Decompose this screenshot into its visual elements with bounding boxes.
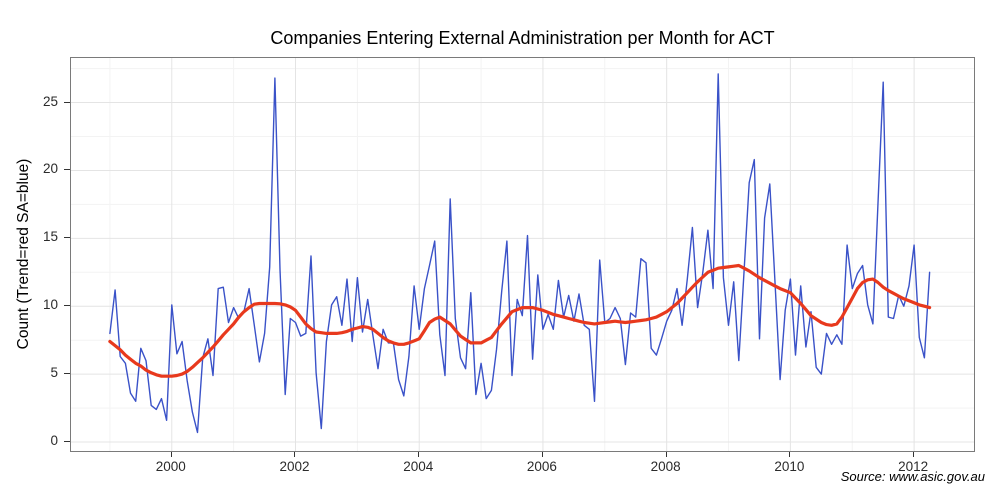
y-tick-label: 20 [42, 161, 58, 177]
y-tick-mark [64, 169, 70, 171]
y-axis-label: Count (Trend=red SA=blue) [15, 158, 32, 350]
x-tick-label: 2010 [774, 459, 805, 474]
y-tick-mark [64, 305, 70, 307]
y-tick-mark [64, 101, 70, 103]
y-tick-label: 25 [42, 93, 58, 109]
x-tick-mark [665, 452, 667, 457]
x-tick-label: 2004 [403, 459, 434, 474]
y-tick-label: 10 [42, 297, 58, 313]
plot-canvas [71, 58, 974, 451]
x-tick-label: 2002 [279, 459, 310, 474]
chart-title: Companies Entering External Administrati… [270, 28, 775, 48]
trend-line [108, 263, 932, 378]
y-tick-label: 15 [42, 229, 58, 245]
source-credit: Source: www.asic.gov.au [840, 469, 985, 484]
y-tick-mark [64, 373, 70, 375]
x-tick-label: 2008 [650, 459, 681, 474]
sa-line [109, 73, 931, 434]
x-tick-label: 2012 [898, 459, 929, 474]
x-tick-mark [541, 452, 543, 457]
y-tick-mark [64, 237, 70, 239]
x-tick-mark [294, 452, 296, 457]
y-tick-mark [64, 441, 70, 443]
plot-panel [70, 57, 975, 452]
x-tick-mark [913, 452, 915, 457]
gridlines-minor [71, 58, 974, 451]
x-tick-mark [789, 452, 791, 457]
x-tick-mark [170, 452, 172, 457]
gridlines-major [71, 58, 974, 451]
x-tick-label: 2006 [526, 459, 557, 474]
y-tick-label: 5 [50, 365, 58, 381]
x-tick-mark [418, 452, 420, 457]
y-tick-label: 0 [50, 433, 58, 449]
x-tick-label: 2000 [155, 459, 186, 474]
